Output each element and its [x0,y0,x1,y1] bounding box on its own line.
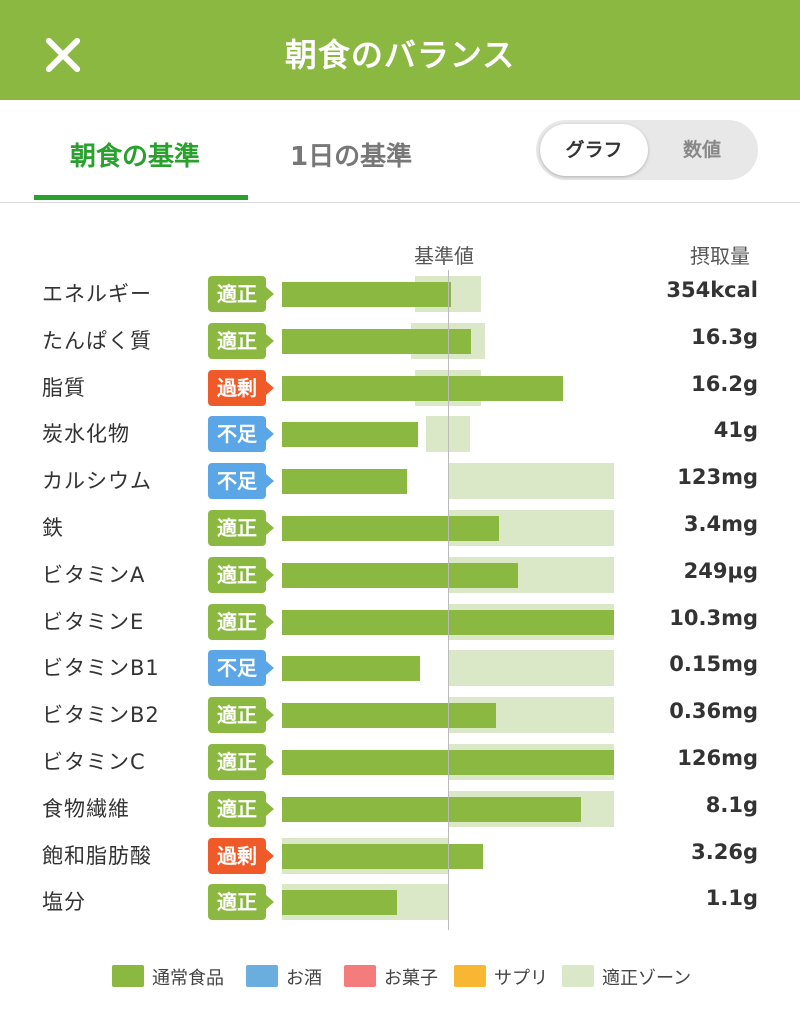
intake-value: 41g [713,418,758,443]
nutrient-row: ビタミンB2 適正 0.36mg [0,693,800,739]
intake-value: 354kcal [666,278,758,302]
intake-bar [282,656,420,682]
tab-breakfast-standard[interactable]: 朝食の基準 [70,142,201,172]
intake-value: 3.26g [691,839,758,864]
legend-label: お菓子 [384,968,438,989]
nutrient-name: ビタミンA [42,562,146,587]
nutrient-name: 塩分 [42,890,86,915]
reference-column-header: 基準値 [414,244,474,268]
status-badge: 適正 [208,884,274,921]
legend-label: サプリ [494,968,548,989]
reference-line [448,270,449,930]
nutrient-name: カルシウム [42,469,152,494]
status-badge: 適正 [208,790,274,827]
active-tab-indicator [34,195,248,200]
intake-value: 8.1g [705,792,758,817]
nutrient-name: 炭水化物 [42,422,130,447]
tab-bar: 朝食の基準 1日の基準 グラフ 数値 [0,100,800,203]
intake-value: 3.4mg [683,512,758,536]
intake-bar [282,469,407,495]
status-badge: 不足 [208,650,274,687]
nutrient-name: 鉄 [42,516,64,540]
nutrient-row: エネルギー 適正 354kcal [0,272,800,318]
legend-swatch [344,965,376,987]
appropriate-zone [448,463,614,500]
graph-view-button[interactable]: グラフ [540,124,648,176]
intake-bar [282,890,397,916]
nutrient-name: ビタミンB2 [42,703,160,728]
app-header: 朝食のバランス [0,0,800,100]
tab-daily-standard[interactable]: 1日の基準 [290,142,413,172]
legend-swatch [112,965,144,987]
nutrient-row: ビタミンA 適正 249μg [0,553,800,599]
appropriate-zone [426,416,470,453]
legend-swatch [562,965,594,987]
intake-value: 249μg [683,558,758,583]
intake-value: 123mg [677,465,758,490]
status-badge: 適正 [208,603,274,640]
status-badge: 適正 [208,556,274,593]
status-badge: 過剰 [208,369,274,406]
nutrient-row: ビタミンE 適正 10.3mg [0,600,800,646]
intake-bar [282,422,419,448]
intake-bar [282,703,497,729]
intake-bar [282,282,452,307]
nutrient-row: カルシウム 不足 123mg [0,459,800,505]
status-badge: 適正 [208,322,274,359]
nutrient-row: 塩分 適正 1.1g [0,880,800,926]
status-badge: 適正 [208,697,274,734]
page-title: 朝食のバランス [284,36,516,74]
legend-label: 適正ゾーン [602,968,692,989]
intake-bar [282,516,500,541]
nutrient-row: 炭水化物 不足 41g [0,412,800,458]
intake-value: 0.36mg [669,699,758,724]
values-view-button[interactable]: 数値 [682,139,721,161]
nutrient-row: たんぱく質 適正 16.3g [0,319,800,365]
nutrient-name: たんぱく質 [42,328,152,353]
status-badge: 適正 [208,744,274,780]
view-toggle: グラフ 数値 [536,120,758,180]
intake-bar [282,843,483,869]
nutrient-name: エネルギー [42,282,152,306]
appropriate-zone [448,650,614,687]
intake-bar [282,328,472,354]
intake-bar [282,375,563,401]
intake-value: 1.1g [705,886,758,911]
legend-label: 通常食品 [152,968,224,989]
nutrient-row: ビタミンC 適正 126mg [0,740,800,786]
legend-swatch [246,965,278,987]
nutrient-name: ビタミンE [42,609,145,634]
intake-bar [282,796,581,822]
intake-bar [282,562,518,588]
nutrient-row: ビタミンB1 不足 0.15mg [0,646,800,692]
intake-value: 0.15mg [669,652,758,677]
intake-value: 126mg [677,746,758,770]
nutrient-name: 食物繊維 [42,796,130,821]
nutrient-name: 脂質 [42,375,86,400]
status-badge: 適正 [208,276,274,312]
intake-value: 16.2g [691,371,758,396]
legend: 通常食品 お酒 お菓子 サプリ 適正ゾーン [0,962,800,992]
nutrient-row: 鉄 適正 3.4mg [0,506,800,552]
status-badge: 不足 [208,416,274,453]
status-badge: 適正 [208,510,274,546]
legend-swatch [454,965,486,987]
nutrient-row: 食物繊維 適正 8.1g [0,787,800,833]
nutrient-name: 飽和脂肪酸 [42,843,152,868]
intake-value: 10.3mg [669,605,758,630]
intake-column-header: 摂取量 [690,244,750,268]
nutrient-row: 飽和脂肪酸 過剰 3.26g [0,834,800,880]
status-badge: 過剰 [208,837,274,874]
nutrient-name: ビタミンC [42,750,146,774]
nutrient-row: 脂質 過剰 16.2g [0,366,800,412]
status-badge: 不足 [208,463,274,500]
legend-label: お酒 [286,968,322,989]
nutrient-name: ビタミンB1 [42,656,160,681]
intake-value: 16.3g [691,324,758,349]
